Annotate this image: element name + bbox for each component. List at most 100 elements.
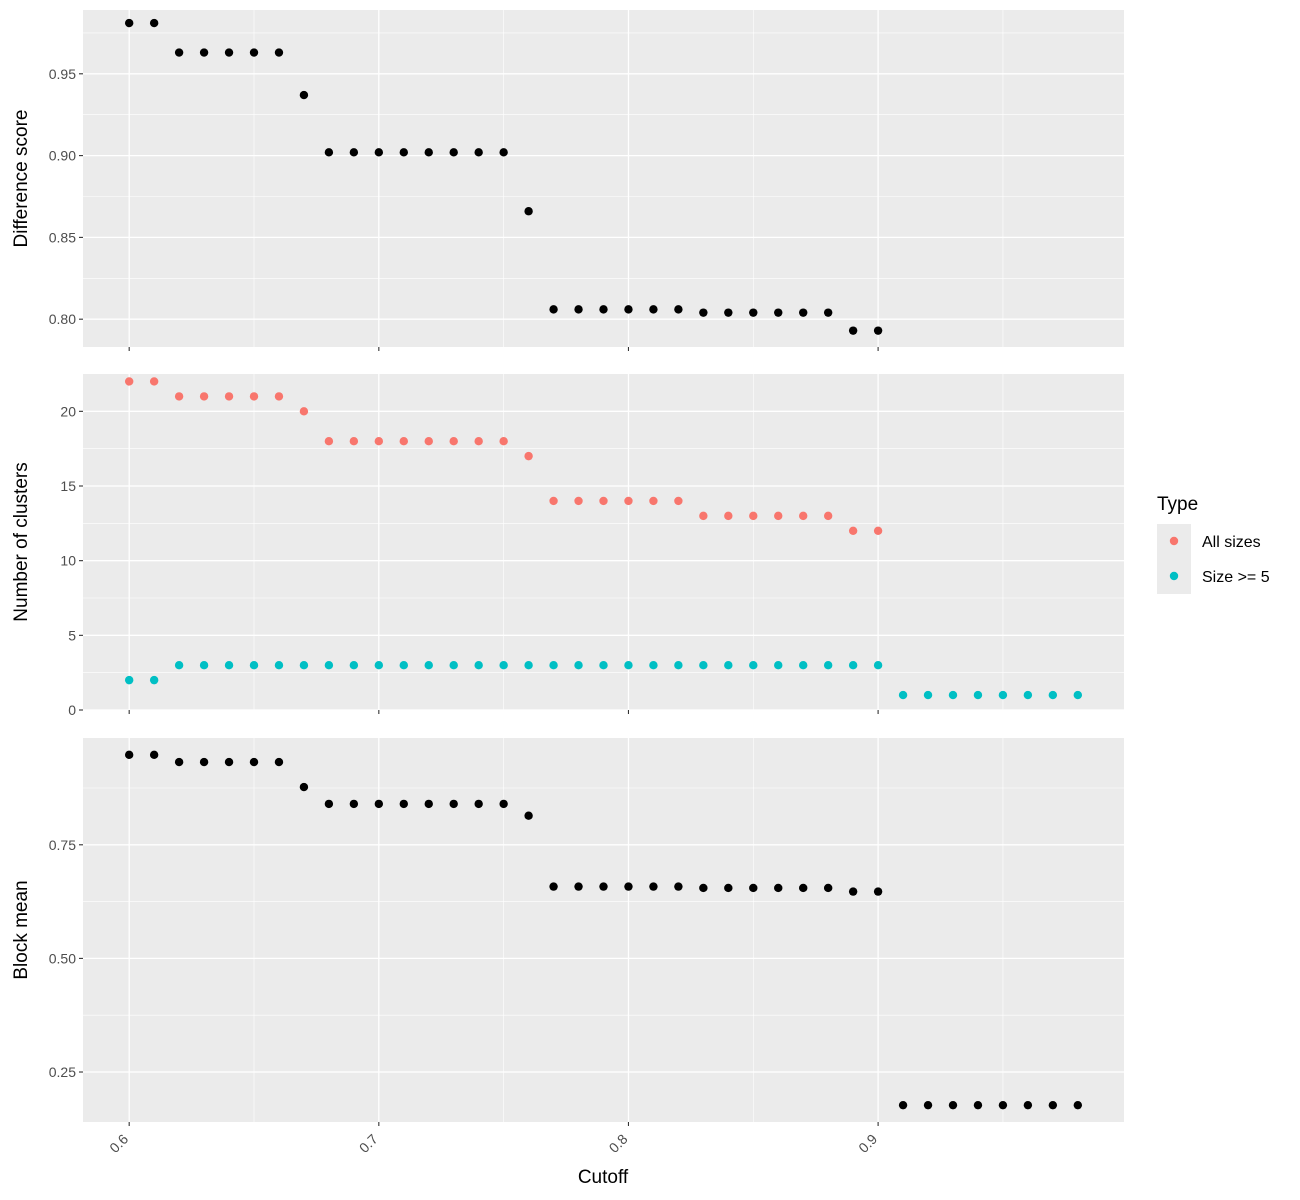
data-point — [724, 661, 733, 670]
data-point — [224, 392, 234, 401]
data-point — [524, 811, 533, 820]
series-all-sizes — [124, 377, 883, 535]
data-point — [599, 305, 608, 314]
data-point — [574, 305, 583, 314]
data-point — [424, 148, 433, 157]
data-point — [923, 690, 933, 700]
data-point — [399, 437, 408, 446]
data-point — [174, 392, 184, 401]
data-point — [199, 757, 209, 767]
y-tick-label: 0 — [68, 702, 76, 718]
data-point — [174, 48, 184, 57]
data-point — [1023, 1100, 1033, 1110]
data-point — [124, 675, 134, 685]
panel-background — [83, 374, 1124, 710]
data-point — [774, 308, 783, 317]
data-point — [823, 308, 833, 317]
data-point — [898, 690, 908, 700]
data-point — [923, 1100, 933, 1110]
data-point — [299, 661, 309, 670]
data-point — [174, 661, 184, 670]
data-point — [274, 757, 284, 767]
data-point — [898, 1100, 908, 1110]
panel-number-of-clusters: 0 5 10 15 20 Number of clusters — [11, 374, 1124, 718]
data-point — [524, 207, 533, 216]
data-point — [374, 799, 384, 809]
data-point — [449, 437, 458, 446]
y-tick-label: 10 — [60, 553, 76, 569]
data-point — [499, 661, 508, 670]
y-tick-label: 0.75 — [49, 837, 76, 853]
data-point — [574, 496, 583, 506]
data-point — [823, 661, 833, 670]
data-point — [799, 661, 808, 670]
data-point — [699, 883, 708, 893]
data-point — [324, 799, 334, 809]
data-point — [149, 377, 159, 386]
data-point — [349, 437, 359, 446]
data-point — [449, 661, 458, 670]
data-point — [249, 392, 259, 401]
data-point — [574, 882, 583, 891]
data-point — [624, 305, 633, 314]
data-point — [649, 305, 658, 314]
data-point — [649, 661, 658, 670]
data-point — [624, 496, 633, 506]
data-point — [124, 750, 134, 760]
data-point — [399, 661, 408, 670]
data-point — [699, 308, 708, 317]
data-point — [449, 799, 458, 809]
y-tick-label: 0.85 — [49, 229, 76, 245]
data-point — [873, 326, 883, 335]
data-point — [998, 690, 1008, 700]
data-point — [399, 799, 408, 809]
legend-label-all-sizes: All sizes — [1202, 534, 1261, 551]
data-point — [249, 757, 259, 767]
y-tick-label: 20 — [60, 403, 76, 419]
data-point — [299, 782, 309, 792]
data-point — [674, 305, 683, 314]
data-point — [199, 661, 209, 670]
x-axis-title: Cutoff — [578, 1167, 629, 1188]
y-tick-label: 0.90 — [49, 148, 76, 164]
series-points — [124, 18, 883, 335]
data-point — [799, 308, 808, 317]
panel-difference-score: 0.80 0.85 0.90 0.95 Difference score — [11, 10, 1124, 351]
data-point — [474, 148, 483, 157]
data-point — [973, 690, 983, 700]
data-point — [324, 437, 334, 446]
data-point — [349, 148, 359, 157]
data-point — [424, 437, 433, 446]
data-point — [848, 887, 858, 896]
data-point — [873, 526, 883, 535]
data-point — [274, 661, 284, 670]
y-axis-title-block-mean: Block mean — [11, 880, 32, 979]
data-point — [848, 326, 858, 335]
panel-background — [83, 10, 1124, 347]
y-tick-label: 5 — [68, 627, 76, 643]
panel-block-mean: 0.25 0.50 0.75 Block mean — [11, 738, 1124, 1126]
legend-key-all-sizes — [1169, 536, 1179, 546]
data-point — [424, 661, 433, 670]
data-point — [549, 882, 558, 891]
data-point — [249, 661, 259, 670]
data-point — [399, 148, 408, 157]
panels: 0.80 0.85 0.90 0.95 Difference score 0 5 10 15 20… — [11, 10, 1124, 1156]
data-point — [299, 90, 309, 100]
data-point — [1073, 690, 1083, 700]
data-point — [724, 511, 733, 521]
y-tick-label: 0.95 — [49, 66, 76, 82]
data-point — [649, 496, 658, 506]
data-point — [424, 799, 433, 809]
data-point — [873, 887, 883, 896]
data-point — [1048, 1100, 1058, 1110]
data-point — [724, 308, 733, 317]
data-point — [674, 496, 683, 506]
data-point — [674, 882, 683, 891]
data-point — [499, 148, 508, 157]
series-size-5 — [124, 661, 1083, 700]
data-point — [349, 661, 359, 670]
data-point — [749, 511, 758, 521]
data-point — [199, 392, 209, 401]
data-point — [374, 661, 384, 670]
